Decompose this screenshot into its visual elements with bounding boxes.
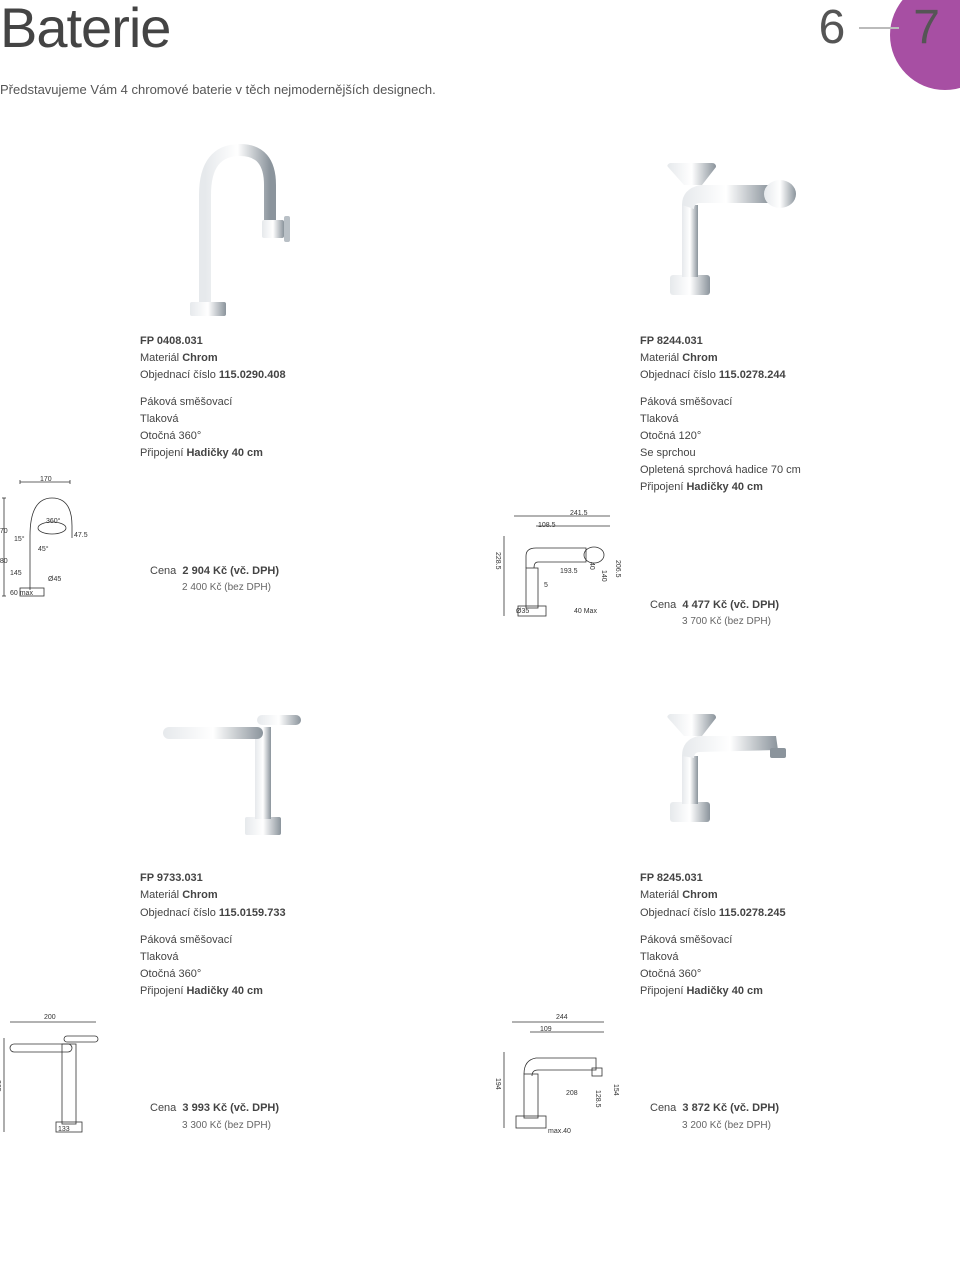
order-value: 115.0278.245 <box>719 907 786 919</box>
model-number: FP 0408.031 <box>140 333 460 350</box>
feature: Páková směšovací <box>140 932 460 949</box>
feature-prefix: Připojení <box>140 447 186 459</box>
product: FP 9733.031 Materiál Chrom Objednací čís… <box>0 662 460 1135</box>
price-excl: 3 300 Kč (bez DPH) <box>150 1118 279 1134</box>
feature: Tlaková <box>640 411 960 428</box>
order-label: Objednací číslo <box>640 907 716 919</box>
page-number-divider <box>859 27 899 29</box>
feature: Opletená sprchová hadice 70 cm <box>640 462 960 479</box>
price-incl: 3 993 Kč (vč. DPH) <box>182 1102 279 1114</box>
model-number: FP 9733.031 <box>140 870 460 887</box>
faucet-arc-tall-icon <box>160 130 300 320</box>
product-image <box>0 662 460 862</box>
feature: Tlaková <box>140 411 460 428</box>
feature: Tlaková <box>640 949 960 966</box>
intro-text: Představujeme Vám 4 chromové baterie v t… <box>0 82 960 97</box>
page-number-left: 6 <box>819 0 846 55</box>
tech-diagram: 241.5 108.5 228.5 193.5 5 40 140 206.5 Ø… <box>500 512 630 632</box>
order-label: Objednací číslo <box>140 907 216 919</box>
price-incl: 3 872 Kč (vč. DPH) <box>682 1102 779 1114</box>
material-value: Chrom <box>182 889 217 901</box>
price-incl: 4 477 Kč (vč. DPH) <box>682 599 779 611</box>
feature: Páková směšovací <box>640 394 960 411</box>
product-image <box>500 662 960 862</box>
order-label: Objednací číslo <box>140 369 216 381</box>
model-number: FP 8245.031 <box>640 870 960 887</box>
faucet-low-arm-icon <box>145 677 315 847</box>
spec-block: FP 0408.031 Materiál Chrom Objednací čís… <box>140 333 460 462</box>
material-label: Materiál <box>140 889 179 901</box>
material-value: Chrom <box>682 889 717 901</box>
order-value: 115.0278.244 <box>719 369 786 381</box>
price-label: Cena <box>150 1102 176 1114</box>
faucet-pullout-icon <box>640 145 820 305</box>
feature: Otočná 360° <box>140 428 460 445</box>
products-grid: FP 0408.031 Materiál Chrom Objednací čís… <box>0 125 960 1136</box>
price-block: Cena 4 477 Kč (vč. DPH) 3 700 Kč (bez DP… <box>650 597 779 633</box>
page-numbers: 6 7 <box>819 0 940 55</box>
product: FP 8245.031 Materiál Chrom Objednací čís… <box>500 662 960 1135</box>
price-block: Cena 3 872 Kč (vč. DPH) 3 200 Kč (bez DP… <box>650 1100 779 1136</box>
diagram-row: 170 370 280 15° 360° 47.5 45° 145 Ø45 60… <box>0 478 460 598</box>
feature-bold: Hadičky 40 cm <box>686 985 762 997</box>
faucet-short-spout-icon <box>640 692 820 832</box>
material-label: Materiál <box>640 889 679 901</box>
price-excl: 3 700 Kč (bez DPH) <box>650 614 779 630</box>
tech-diagram: 200 265 133 <box>0 1016 130 1136</box>
page-number-right: 7 <box>913 0 940 55</box>
price-label: Cena <box>650 599 676 611</box>
price-label: Cena <box>150 565 176 577</box>
price-block: Cena 2 904 Kč (vč. DPH) 2 400 Kč (bez DP… <box>150 563 279 599</box>
model-number: FP 8244.031 <box>640 333 960 350</box>
price-excl: 3 200 Kč (bez DPH) <box>650 1118 779 1134</box>
feature: Páková směšovací <box>640 932 960 949</box>
diagram-row: 241.5 108.5 228.5 193.5 5 40 140 206.5 Ø… <box>500 512 960 632</box>
feature: Otočná 360° <box>140 966 460 983</box>
product-image <box>0 125 460 325</box>
order-value: 115.0159.733 <box>219 907 286 919</box>
order-value: 115.0290.408 <box>219 369 286 381</box>
product: FP 8244.031 Materiál Chrom Objednací čís… <box>500 125 960 632</box>
price-block: Cena 3 993 Kč (vč. DPH) 3 300 Kč (bez DP… <box>150 1100 279 1136</box>
feature: Se sprchou <box>640 445 960 462</box>
feature-bold: Hadičky 40 cm <box>686 481 762 493</box>
price-label: Cena <box>650 1102 676 1114</box>
spec-block: FP 8245.031 Materiál Chrom Objednací čís… <box>640 870 960 999</box>
material-label: Materiál <box>140 352 179 364</box>
diagram-row: 244 109 194 208 128.5 154 max.40 Cena 3 … <box>500 1016 960 1136</box>
feature: Otočná 120° <box>640 428 960 445</box>
spec-block: FP 9733.031 Materiál Chrom Objednací čís… <box>140 870 460 999</box>
feature-bold: Hadičky 40 cm <box>186 985 262 997</box>
tech-diagram: 244 109 194 208 128.5 154 max.40 <box>500 1016 630 1136</box>
spec-block: FP 8244.031 Materiál Chrom Objednací čís… <box>640 333 960 496</box>
feature-prefix: Připojení <box>640 985 686 997</box>
price-incl: 2 904 Kč (vč. DPH) <box>182 565 279 577</box>
tech-diagram: 170 370 280 15° 360° 47.5 45° 145 Ø45 60… <box>0 478 130 598</box>
material-label: Materiál <box>640 352 679 364</box>
feature: Otočná 360° <box>640 966 960 983</box>
product: FP 0408.031 Materiál Chrom Objednací čís… <box>0 125 460 632</box>
feature-bold: Hadičky 40 cm <box>186 447 262 459</box>
material-value: Chrom <box>182 352 217 364</box>
feature: Tlaková <box>140 949 460 966</box>
page-title: Baterie <box>0 0 170 56</box>
order-label: Objednací číslo <box>640 369 716 381</box>
feature-prefix: Připojení <box>640 481 686 493</box>
price-excl: 2 400 Kč (bez DPH) <box>150 580 279 596</box>
material-value: Chrom <box>682 352 717 364</box>
diagram-row: 200 265 133 Cena 3 993 Kč (vč. DPH) 3 30… <box>0 1016 460 1136</box>
page-header: Baterie 6 7 <box>0 0 960 56</box>
product-image <box>500 125 960 325</box>
feature: Páková směšovací <box>140 394 460 411</box>
feature-prefix: Připojení <box>140 985 186 997</box>
